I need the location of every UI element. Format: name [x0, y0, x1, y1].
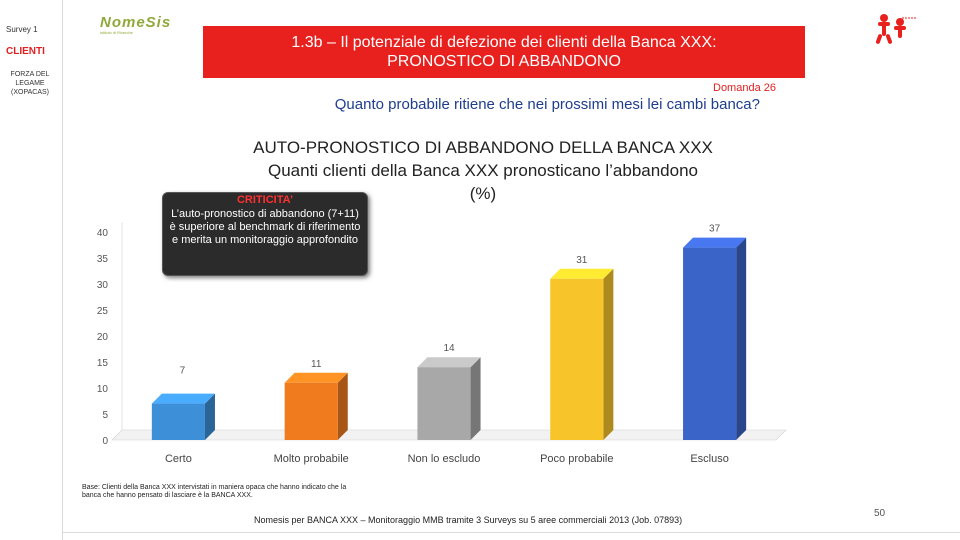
callout-text: L’auto-pronostico di abbandono (7+11) è … — [169, 208, 361, 246]
bar — [284, 382, 338, 440]
page-number: 50 — [874, 508, 886, 519]
sidebar: Survey 1 CLIENTI FORZA DEL LEGAME (xOpac… — [0, 0, 63, 540]
bar — [151, 403, 205, 440]
chart-title-line3: (%) — [469, 184, 497, 203]
x-tick-label: Poco probabile — [540, 453, 613, 465]
y-tick-label: 20 — [97, 332, 109, 343]
data-label: 14 — [443, 343, 455, 354]
y-tick-label: 30 — [97, 280, 109, 291]
bar-side — [603, 268, 614, 440]
x-tick-label: Escluso — [690, 453, 729, 465]
y-tick-label: 40 — [97, 228, 109, 239]
brand-figure-icon — [875, 14, 916, 44]
section-label: CLIENTI — [6, 46, 45, 57]
bar-chart: 0 5 10 15 20 25 30 35 40 7 Certo 11 Molto probabile 1… — [97, 222, 787, 465]
bar-top — [683, 237, 747, 248]
question-text: Quanto probabile ritiene che nei prossim… — [334, 96, 760, 113]
question-number: Domanda 26 — [713, 82, 776, 94]
bar-side — [736, 237, 747, 440]
logo-subtitle: Istituto di Ricerche — [100, 30, 133, 35]
y-tick-label: 35 — [97, 254, 109, 265]
data-label: 37 — [709, 224, 721, 235]
bar-top — [284, 372, 348, 383]
data-label: 31 — [576, 255, 588, 266]
sidebar-note: FORZA DEL LEGAME (xOpacas) — [10, 71, 50, 96]
callout-title: CRITICITA’ — [236, 194, 293, 206]
bar-top — [417, 357, 481, 368]
bar-side — [204, 393, 215, 440]
chart-title-line2: Quanti clienti della Banca XXX pronostic… — [267, 161, 698, 180]
y-tick-label: 0 — [102, 436, 108, 447]
x-tick-label: Non lo escludo — [408, 453, 481, 465]
y-tick-label: 10 — [97, 384, 109, 395]
footer-divider — [62, 532, 960, 533]
y-tick-label: 15 — [97, 358, 109, 369]
base-note: Base: Clienti della Banca XXX intervista… — [82, 484, 347, 499]
bar — [417, 367, 471, 440]
chart-title: AUTO-PRONOSTICO DI ABBANDONO DELLA BANCA… — [190, 136, 776, 205]
bar — [550, 278, 604, 440]
y-tick-label: 5 — [102, 410, 108, 421]
bar-side — [470, 357, 481, 440]
x-tick-label: Certo — [165, 453, 192, 465]
bar-top — [151, 393, 215, 404]
criticita-callout: CRITICITA’ L’auto-pronostico di abbandon… — [162, 192, 368, 276]
survey-label: Survey 1 — [6, 25, 38, 34]
slide-title: 1.3b – Il potenziale di defezione dei cl… — [203, 26, 805, 78]
bar — [683, 247, 737, 440]
chart-title-line1: AUTO-PRONOSTICO DI ABBANDONO DELLA BANCA… — [253, 138, 713, 157]
data-label: 11 — [311, 359, 322, 370]
data-label: 7 — [180, 366, 186, 377]
source-note: Nomesis per BANCA XXX – Monitoraggio MMB… — [254, 515, 683, 525]
x-tick-label: Molto probabile — [274, 453, 349, 465]
slide-title-line1: 1.3b – Il potenziale di defezione dei cl… — [291, 34, 717, 51]
nomesis-logo: NomeSis — [100, 14, 172, 31]
slide-title-line2: PRONOSTICO DI ABBANDONO — [387, 53, 621, 70]
bar-top — [550, 268, 614, 279]
y-tick-label: 25 — [97, 306, 109, 317]
bar-side — [337, 372, 348, 440]
